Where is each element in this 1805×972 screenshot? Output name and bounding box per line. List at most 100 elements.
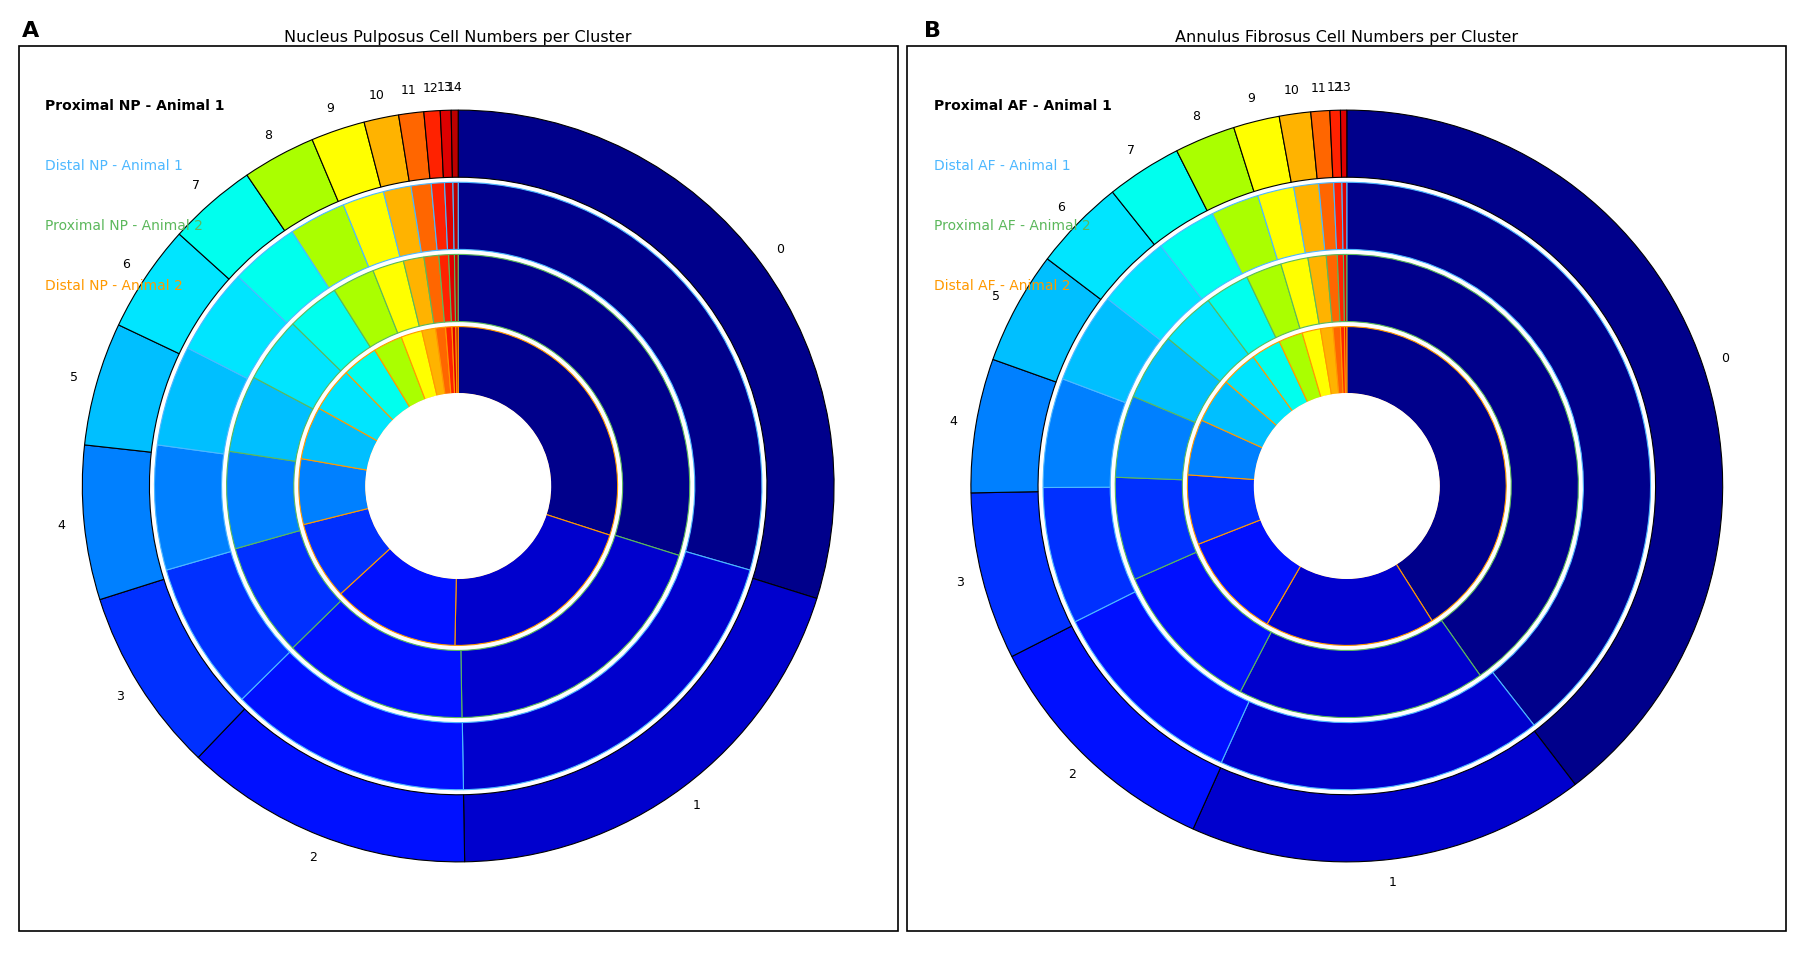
Text: Distal AF - Animal 1: Distal AF - Animal 1 (933, 158, 1070, 173)
Wedge shape (1226, 357, 1292, 426)
Wedge shape (1319, 183, 1336, 251)
Wedge shape (449, 255, 455, 322)
Text: 2: 2 (309, 850, 316, 864)
Wedge shape (457, 327, 458, 394)
Wedge shape (157, 348, 247, 454)
Wedge shape (300, 459, 368, 525)
Text: 0: 0 (776, 243, 783, 257)
Text: 0: 0 (1720, 352, 1729, 364)
Wedge shape (1043, 379, 1125, 488)
Wedge shape (458, 327, 617, 536)
Wedge shape (1188, 475, 1262, 544)
Title: Annulus Fibrosus Cell Numbers per Cluster: Annulus Fibrosus Cell Numbers per Cluste… (1175, 30, 1518, 45)
Wedge shape (1208, 277, 1276, 354)
Wedge shape (1188, 420, 1264, 479)
Wedge shape (1332, 327, 1343, 394)
Wedge shape (1193, 731, 1576, 862)
Text: 14: 14 (446, 81, 462, 93)
Wedge shape (1334, 183, 1343, 250)
Circle shape (1254, 394, 1439, 578)
Wedge shape (1280, 112, 1318, 183)
Text: 3: 3 (957, 576, 964, 589)
Wedge shape (1345, 327, 1347, 394)
Text: Proximal AF - Animal 2: Proximal AF - Animal 2 (933, 219, 1090, 233)
Wedge shape (399, 112, 430, 181)
Text: 3: 3 (116, 690, 123, 704)
Wedge shape (301, 408, 377, 470)
Wedge shape (460, 536, 679, 717)
Wedge shape (334, 270, 397, 347)
Wedge shape (1347, 183, 1650, 725)
Wedge shape (242, 652, 464, 789)
Text: Distal AF - Animal 2: Distal AF - Animal 2 (933, 279, 1070, 294)
Wedge shape (1253, 341, 1309, 411)
Wedge shape (404, 257, 433, 327)
Wedge shape (1013, 626, 1220, 829)
Wedge shape (229, 377, 312, 462)
Wedge shape (1202, 382, 1276, 448)
Text: Proximal NP - Animal 2: Proximal NP - Animal 2 (45, 219, 202, 233)
Text: 11: 11 (401, 84, 417, 96)
Wedge shape (1294, 184, 1325, 253)
Text: 5: 5 (70, 370, 78, 384)
Text: 9: 9 (327, 101, 334, 115)
Wedge shape (292, 601, 462, 717)
Wedge shape (1213, 195, 1278, 274)
Text: 5: 5 (993, 290, 1000, 302)
Wedge shape (1338, 255, 1345, 322)
Wedge shape (347, 350, 410, 420)
Wedge shape (1108, 246, 1202, 340)
Wedge shape (1134, 338, 1220, 423)
Wedge shape (1112, 151, 1208, 245)
Wedge shape (343, 191, 401, 267)
Wedge shape (312, 122, 381, 201)
Wedge shape (444, 183, 455, 250)
Wedge shape (424, 111, 444, 179)
Circle shape (366, 394, 551, 578)
Text: 13: 13 (1336, 81, 1352, 93)
Wedge shape (451, 110, 458, 177)
Wedge shape (1115, 397, 1195, 480)
Wedge shape (303, 508, 390, 594)
Wedge shape (85, 325, 179, 452)
Wedge shape (458, 183, 762, 571)
Text: 12: 12 (1327, 81, 1343, 93)
Wedge shape (435, 328, 451, 395)
Wedge shape (455, 255, 458, 322)
Wedge shape (292, 205, 368, 288)
Text: Proximal AF - Animal 1: Proximal AF - Animal 1 (933, 98, 1112, 113)
Text: 4: 4 (949, 415, 957, 428)
Text: 10: 10 (368, 89, 384, 102)
Text: 1: 1 (1390, 876, 1397, 888)
Wedge shape (453, 183, 458, 250)
Wedge shape (1347, 110, 1722, 784)
Wedge shape (166, 551, 289, 699)
Text: Proximal NP - Animal 1: Proximal NP - Animal 1 (45, 98, 224, 113)
Text: 6: 6 (123, 258, 130, 271)
Wedge shape (1222, 673, 1534, 789)
Wedge shape (458, 110, 834, 599)
Wedge shape (971, 492, 1072, 656)
Wedge shape (238, 231, 329, 323)
Text: 8: 8 (264, 129, 273, 142)
Wedge shape (1076, 592, 1249, 763)
Wedge shape (971, 360, 1056, 493)
Wedge shape (179, 175, 285, 279)
Wedge shape (1282, 258, 1319, 329)
Wedge shape (1235, 117, 1291, 191)
Wedge shape (440, 110, 453, 178)
Text: 9: 9 (1247, 92, 1254, 105)
Wedge shape (83, 445, 164, 600)
Wedge shape (446, 327, 455, 394)
Text: 1: 1 (693, 799, 700, 812)
Wedge shape (1301, 329, 1332, 398)
Text: 8: 8 (1191, 110, 1200, 123)
Wedge shape (235, 531, 341, 648)
Wedge shape (1327, 255, 1339, 322)
Wedge shape (155, 445, 231, 571)
Text: Distal NP - Animal 2: Distal NP - Animal 2 (45, 279, 182, 294)
Wedge shape (439, 255, 451, 322)
Wedge shape (1330, 110, 1341, 178)
Wedge shape (1177, 127, 1254, 211)
Text: 10: 10 (1283, 85, 1300, 97)
